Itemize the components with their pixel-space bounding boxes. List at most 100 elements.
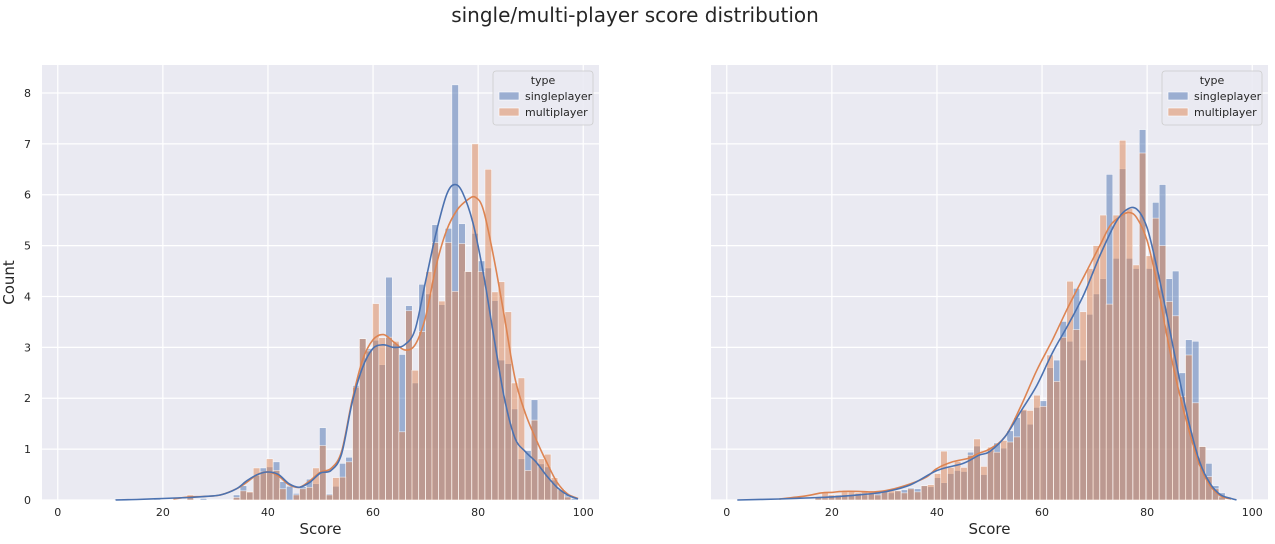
left-multiplayer-bar: [252, 467, 261, 501]
right-legend-singleplayer-swatch: [1167, 91, 1189, 101]
right-multiplayer-bars: [814, 140, 1226, 501]
left-x-tick-label: 20: [156, 506, 170, 519]
left-y-tick-label: 3: [24, 341, 31, 354]
left-singleplayer-bar: [199, 498, 208, 501]
right-multiplayer-bar: [960, 467, 968, 501]
right-multiplayer-bar: [947, 467, 955, 501]
left-multiplayer-bar: [246, 491, 254, 501]
left-x-tick-label: 100: [573, 506, 594, 519]
right-multiplayer-bar: [1132, 264, 1140, 501]
left-legend-title: type: [531, 74, 556, 87]
right-multiplayer-bar: [874, 494, 882, 501]
left-x-tick-labels: 0 20 40 60 80 100: [54, 506, 593, 519]
left-multiplayer-bar: [464, 271, 472, 501]
right-multiplayer-bar: [1105, 303, 1114, 501]
right-multiplayer-bar: [1059, 336, 1067, 501]
left-x-axis-label: Score: [299, 520, 341, 538]
right-multiplayer-bar: [1125, 208, 1134, 501]
left-x-tick-label: 0: [54, 506, 61, 519]
left-y-axis-label: Count: [0, 260, 18, 305]
left-multiplayer-bar: [352, 386, 360, 501]
left-multiplayer-bar: [444, 242, 452, 501]
left-multiplayer-bar: [365, 350, 373, 501]
right-multiplayer-bar: [1053, 381, 1061, 501]
left-multiplayer-bar: [292, 494, 301, 501]
right-multiplayer-bar: [927, 484, 935, 501]
right-x-tick-label: 100: [1242, 506, 1263, 519]
right-multiplayer-bar: [934, 473, 942, 501]
left-chart-panel: 0 20 40 60 80 100 0 1 2 3 4 5 6 7 8 Score Count type …: [0, 65, 599, 538]
right-multiplayer-bar: [1138, 152, 1147, 501]
left-multiplayer-bar: [378, 337, 386, 501]
right-multiplayer-bar: [1118, 140, 1127, 501]
left-y-tick-label: 5: [24, 240, 31, 253]
left-multiplayer-bar: [418, 331, 426, 501]
left-x-tick-label: 80: [471, 506, 485, 519]
right-multiplayer-bar: [1066, 280, 1074, 501]
left-y-tick-label: 8: [24, 87, 31, 100]
left-multiplayer-bar: [392, 340, 400, 501]
right-multiplayer-bar: [973, 438, 981, 501]
left-multiplayer-bar: [232, 497, 241, 501]
left-y-tick-label: 6: [24, 189, 31, 202]
right-multiplayer-bar: [980, 466, 988, 501]
right-multiplayer-bar: [1079, 311, 1087, 501]
figure-title: single/multi-player score distribution: [451, 3, 819, 27]
right-x-tick-label: 40: [930, 506, 944, 519]
right-multiplayer-bar: [914, 491, 922, 501]
left-multiplayer-bar: [564, 496, 572, 501]
left-multiplayer-bar: [517, 377, 526, 501]
right-chart-panel: 0 20 40 60 80 100 Score type singleplayer mul…: [711, 65, 1268, 538]
left-multiplayer-bar: [438, 300, 446, 501]
left-singleplayer-kde-line: [115, 183, 579, 501]
left-y-tick-labels: 0 1 2 3 4 5 6 7 8: [24, 87, 31, 507]
left-multiplayer-bar: [411, 369, 419, 501]
right-multiplayer-bar: [1039, 406, 1047, 501]
left-multiplayer-bar: [398, 431, 406, 501]
left-multiplayer-bar: [325, 494, 334, 501]
right-multiplayer-bar: [887, 490, 896, 501]
right-multiplayer-bar: [900, 492, 909, 501]
left-multiplayer-bar: [272, 470, 281, 501]
left-multiplayer-bar: [259, 471, 267, 501]
right-x-axis-label: Score: [968, 520, 1010, 538]
right-multiplayer-bar: [1145, 255, 1154, 501]
right-legend-title: type: [1200, 74, 1225, 87]
right-multiplayer-bar: [1178, 395, 1187, 501]
right-multiplayer-bar: [1033, 394, 1041, 501]
right-multiplayer-bar: [1013, 436, 1021, 501]
left-x-tick-label: 60: [366, 506, 380, 519]
right-multiplayer-bar: [1026, 410, 1034, 501]
left-multiplayer-bar: [279, 488, 287, 501]
right-multiplayer-bar: [1006, 441, 1014, 501]
left-multiplayer-bar: [451, 291, 459, 501]
right-legend-singleplayer-label: singleplayer: [1194, 90, 1262, 103]
left-y-tick-label: 2: [24, 392, 31, 405]
left-singleplayer-bar: [286, 485, 294, 501]
left-multiplayer-bar: [339, 476, 347, 501]
right-legend-multiplayer-label: multiplayer: [1194, 106, 1257, 119]
right-multiplayer-bar: [1099, 214, 1107, 501]
right-multiplayer-bar: [1020, 409, 1028, 501]
right-multiplayer-bar: [940, 450, 948, 501]
left-multiplayer-bar: [266, 458, 274, 501]
right-x-tick-label: 60: [1035, 506, 1049, 519]
left-legend-multiplayer-swatch: [498, 107, 520, 117]
right-x-tick-label: 80: [1140, 506, 1154, 519]
left-multiplayer-bar: [306, 486, 314, 501]
right-singleplayer-kde-line: [737, 206, 1237, 501]
right-multiplayer-bar: [1172, 315, 1180, 501]
left-multiplayer-bar: [345, 461, 353, 501]
left-legend-singleplayer-swatch: [498, 91, 520, 101]
left-multiplayer-bar: [524, 470, 532, 501]
right-multiplayer-bar: [1072, 329, 1080, 501]
left-multiplayer-bar: [477, 271, 486, 501]
left-x-tick-label: 40: [261, 506, 275, 519]
left-multiplayer-bar: [239, 490, 248, 501]
left-multiplayer-bar: [372, 303, 380, 501]
left-multiplayer-bar: [557, 489, 565, 501]
right-multiplayer-bar: [953, 461, 962, 501]
right-multiplayer-bar: [993, 451, 1001, 501]
right-multiplayer-bar: [1086, 268, 1094, 501]
